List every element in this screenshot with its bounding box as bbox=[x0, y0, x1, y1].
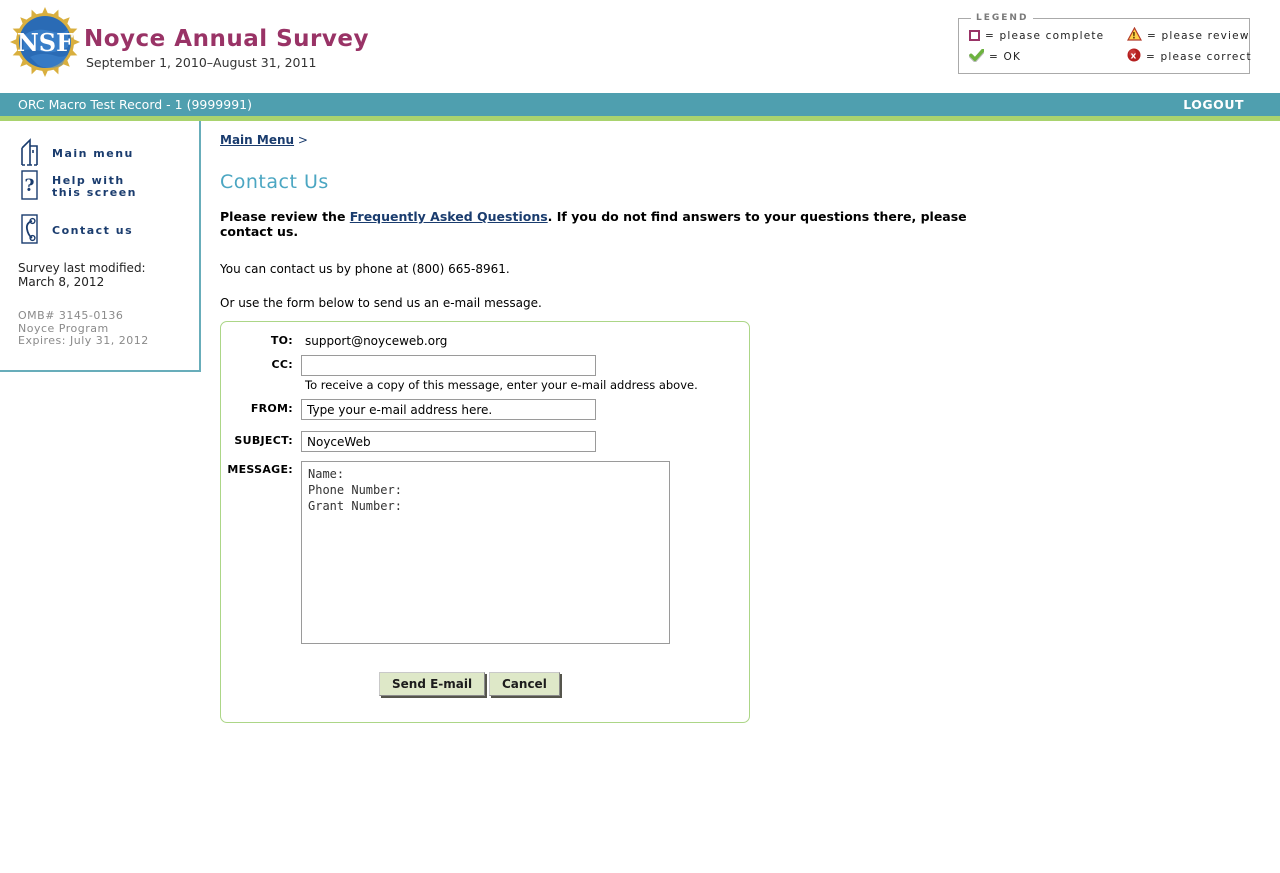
red-x-icon: x bbox=[1127, 48, 1141, 65]
record-label: ORC Macro Test Record - 1 (9999991) bbox=[18, 97, 252, 112]
legend-title: LEGEND bbox=[971, 13, 1034, 23]
svg-text:!: ! bbox=[1132, 32, 1137, 42]
from-input[interactable] bbox=[301, 399, 596, 420]
svg-text:x: x bbox=[1130, 52, 1137, 62]
legend-label: = please complete bbox=[985, 29, 1105, 42]
green-divider bbox=[0, 116, 1280, 121]
survey-modified-block: Survey last modified: March 8, 2012 bbox=[18, 261, 146, 289]
page-title: Contact Us bbox=[220, 171, 329, 193]
legend-item-review: ! = please review bbox=[1126, 26, 1250, 44]
to-label: TO: bbox=[270, 334, 293, 347]
send-email-button[interactable]: Send E-mail bbox=[379, 672, 486, 696]
sidebar-item-label: Help with this screen bbox=[52, 174, 137, 199]
breadcrumb: Main Menu > bbox=[220, 133, 308, 147]
header: NSF Noyce Annual Survey September 1, 201… bbox=[0, 0, 1280, 93]
svg-text:NSF: NSF bbox=[17, 28, 73, 57]
survey-period: September 1, 2010–August 31, 2011 bbox=[86, 55, 317, 70]
from-label: FROM: bbox=[250, 402, 293, 415]
sidebar-item-label: Contact us bbox=[52, 224, 134, 237]
square-outline-icon bbox=[969, 30, 980, 41]
legend-box: LEGEND = please complete ! = please revi… bbox=[958, 13, 1251, 74]
cc-label: CC: bbox=[271, 358, 293, 371]
app-title: Noyce Annual Survey bbox=[84, 26, 369, 52]
logout-button[interactable]: LOGOUT bbox=[1183, 97, 1244, 112]
sidebar-item-help[interactable]: ? Help with this screen bbox=[18, 169, 157, 205]
breadcrumb-main-menu-link[interactable]: Main Menu bbox=[220, 133, 295, 147]
faq-link[interactable]: Frequently Asked Questions bbox=[349, 209, 548, 224]
cancel-button[interactable]: Cancel bbox=[489, 672, 560, 696]
survey-modified-date: March 8, 2012 bbox=[18, 275, 105, 289]
home-icon bbox=[18, 136, 41, 172]
contact-form: TO: support@noyceweb.org CC: To receive … bbox=[220, 321, 750, 723]
omb-block: OMB# 3145-0136 Noyce Program Expires: Ju… bbox=[18, 309, 149, 348]
help-icon: ? bbox=[18, 169, 41, 205]
cc-help-text: To receive a copy of this message, enter… bbox=[305, 378, 698, 392]
subject-input[interactable] bbox=[301, 431, 596, 452]
phone-icon bbox=[18, 213, 41, 249]
sidebar-item-contact[interactable]: Contact us bbox=[18, 213, 157, 249]
intro-paragraph: Please review the Frequently Asked Quest… bbox=[220, 209, 1010, 239]
record-bar: ORC Macro Test Record - 1 (9999991) LOGO… bbox=[0, 93, 1280, 116]
intro-text-after: . If you do not find answers to your que… bbox=[220, 209, 967, 239]
breadcrumb-separator: > bbox=[297, 133, 308, 147]
nsf-logo-icon: NSF bbox=[10, 7, 80, 77]
survey-modified-label: Survey last modified: bbox=[18, 261, 146, 275]
sidebar-item-label: Main menu bbox=[52, 147, 134, 160]
intro-text-before: Please review the bbox=[220, 209, 350, 224]
legend-item-ok: = OK bbox=[968, 48, 1127, 65]
phone-line: You can contact us by phone at (800) 665… bbox=[220, 262, 510, 276]
to-value: support@noyceweb.org bbox=[305, 334, 448, 348]
program-name: Noyce Program bbox=[18, 321, 109, 335]
legend-item-correct: x = please correct bbox=[1127, 48, 1251, 65]
green-check-icon bbox=[968, 48, 986, 65]
legend-label: = OK bbox=[989, 50, 1022, 63]
cc-input[interactable] bbox=[301, 355, 596, 376]
sidebar: Main menu ? Help with this screen Conta bbox=[0, 121, 201, 372]
warning-triangle-icon: ! bbox=[1126, 26, 1143, 44]
form-line: Or use the form below to send us an e-ma… bbox=[220, 296, 542, 310]
legend-label: = please correct bbox=[1146, 50, 1252, 63]
expires-date: Expires: July 31, 2012 bbox=[18, 334, 149, 347]
omb-number: OMB# 3145-0136 bbox=[18, 309, 124, 322]
legend-item-complete: = please complete bbox=[969, 30, 1127, 42]
svg-text:?: ? bbox=[25, 176, 35, 196]
sidebar-item-main-menu[interactable]: Main menu bbox=[18, 136, 157, 172]
message-label: MESSAGE: bbox=[227, 463, 293, 476]
message-textarea[interactable]: Name: Phone Number: Grant Number: bbox=[301, 461, 670, 644]
legend-label: = please review bbox=[1147, 29, 1250, 42]
subject-label: SUBJECT: bbox=[234, 434, 293, 447]
